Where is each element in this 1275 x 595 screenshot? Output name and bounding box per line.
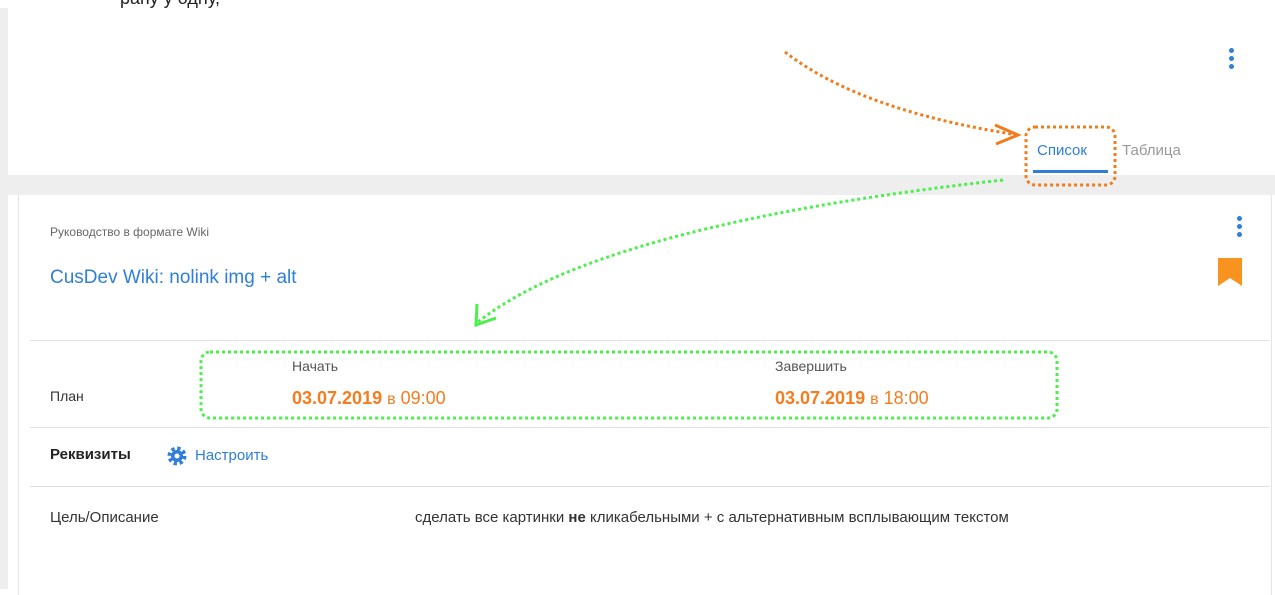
text: кликабельными + с альтернативным всплыва…: [585, 509, 1009, 526]
field-value: сделать все картинки не кликабельными + …: [415, 509, 1009, 526]
field-name: Цель/Описание: [50, 509, 159, 526]
green-arrow: [477, 178, 1004, 324]
cropped-text: рапу у одну,: [120, 0, 220, 9]
orange-highlight: [1024, 125, 1117, 187]
left-gutter: [0, 8, 8, 589]
start-label: Начать: [292, 358, 339, 374]
end-value: 03.07.2019 в 18:00: [775, 388, 929, 409]
end-label: Завершить: [775, 358, 847, 374]
text: 03.07.2019: [775, 388, 866, 408]
card-menu[interactable]: [1237, 216, 1243, 237]
configure-link[interactable]: Настроить: [195, 447, 269, 464]
tab-underline: [1033, 170, 1108, 173]
text: 03.07.2019: [292, 388, 383, 408]
menu-button[interactable]: [1229, 48, 1235, 69]
bookmark[interactable]: [1218, 258, 1242, 288]
gap: [0, 175, 1275, 195]
text: 09:00: [400, 388, 446, 408]
orange-arrowhead: [994, 123, 1022, 146]
divider: [30, 427, 1270, 428]
tab[interactable]: Таблица: [1122, 142, 1181, 159]
green-arrowhead: [474, 303, 497, 328]
type-label: Руководство в формате Wiki: [50, 225, 210, 239]
card-title[interactable]: CusDev Wiki: nolink img + alt: [50, 267, 297, 288]
text: в: [387, 391, 396, 408]
text: 18:00: [883, 388, 929, 408]
requisites-title: Реквизиты: [50, 446, 131, 463]
card: [18, 195, 1272, 595]
top-strip: рапу у одну,: [0, 0, 1275, 10]
text: в: [870, 391, 879, 408]
orange-arrow: [784, 50, 1013, 136]
start-value: 03.07.2019 в 09:00: [292, 388, 446, 409]
text: не: [568, 509, 586, 526]
divider: [30, 486, 1270, 487]
gear-icon[interactable]: [166, 445, 188, 467]
divider: [30, 340, 1270, 341]
plan-label: План: [50, 388, 84, 404]
tab-active[interactable]: Список: [1037, 142, 1087, 159]
text: сделать все картинки: [415, 509, 569, 526]
green-highlight: [199, 350, 1059, 420]
